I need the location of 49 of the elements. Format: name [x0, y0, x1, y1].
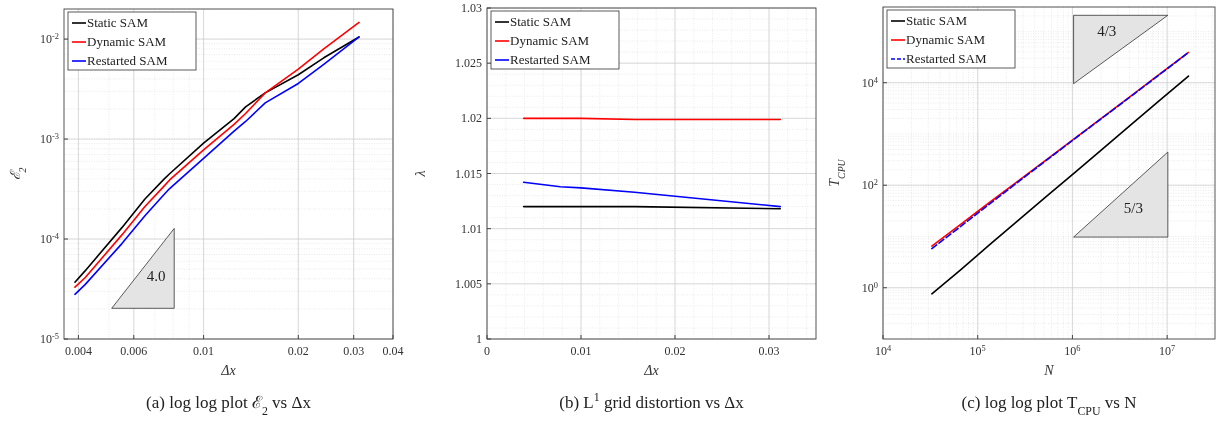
legend-label: Static SAM [906, 13, 968, 28]
legend-label: Dynamic SAM [87, 34, 167, 49]
x-axis-title: Δx [220, 363, 237, 378]
legend-label: Static SAM [510, 14, 572, 29]
y-tick-label: 1.01 [461, 221, 482, 236]
y-tick-label: 10$^{2}$ [861, 177, 878, 193]
y-axis-title: λ [413, 170, 428, 178]
y-tick-label: 10$^{-4}$ [40, 231, 60, 247]
line-series [522, 181, 782, 208]
x-tick-label: 10$^{6}$ [1064, 343, 1081, 358]
legend-label: Restarted SAM [87, 53, 168, 68]
legend-label: Dynamic SAM [906, 32, 986, 47]
legend-label: Dynamic SAM [510, 33, 590, 48]
x-tick-label: 0.04 [382, 344, 404, 358]
legend-label: Restarted SAM [510, 52, 591, 67]
x-tick-label: 10$^{4}$ [874, 343, 892, 358]
legend-label: Static SAM [87, 15, 149, 30]
text: (c) log log plot T$_{CPU}$ vs N [961, 393, 1137, 418]
y-tick-label: 1.02 [461, 111, 482, 126]
x-axis-title: Δx [643, 363, 660, 378]
annotation: 4.0 [146, 268, 166, 285]
y-tick-label: 1.03 [461, 1, 482, 15]
annotation: 5/3 [1123, 200, 1143, 217]
x-tick-label: 0.02 [287, 344, 309, 358]
y-tick-label: 10$^{-5}$ [40, 331, 59, 346]
x-tick-label: 0.02 [664, 344, 686, 358]
x-tick-label: 10$^{7}$ [1159, 343, 1176, 358]
y-tick-label: 10$^{0}$ [861, 280, 878, 295]
y-tick-label: 1 [476, 332, 482, 346]
y-tick-label: 10$^{-3}$ [40, 131, 59, 147]
y-tick-label: 1.025 [455, 56, 482, 71]
annotation: 4/3 [1097, 23, 1117, 40]
x-tick-label: 0.01 [193, 344, 215, 358]
x-tick-label: 0.01 [570, 344, 592, 358]
line-series [931, 75, 1190, 295]
y-tick-label: 1.015 [455, 166, 482, 181]
x-tick-label: 0.03 [758, 344, 780, 358]
x-tick-label: 0.004 [64, 344, 92, 358]
x-tick-label: 0 [484, 344, 490, 358]
x-tick-label: 0.006 [120, 344, 148, 358]
text: (b) L$^{1}$ grid distortion vs Δx [559, 390, 745, 412]
x-tick-label: 10$^{5}$ [969, 343, 986, 358]
text: (a) log log plot ℰ$_{2}$ vs Δx [146, 393, 312, 418]
x-tick-label: 0.03 [343, 344, 365, 358]
x-axis-title: N [1043, 363, 1055, 378]
legend-label: Restarted SAM [906, 51, 987, 66]
y-tick-label: 10$^{4}$ [861, 75, 879, 90]
y-tick-label: 1.005 [455, 276, 482, 291]
y-tick-label: 10$^{-2}$ [40, 31, 59, 47]
